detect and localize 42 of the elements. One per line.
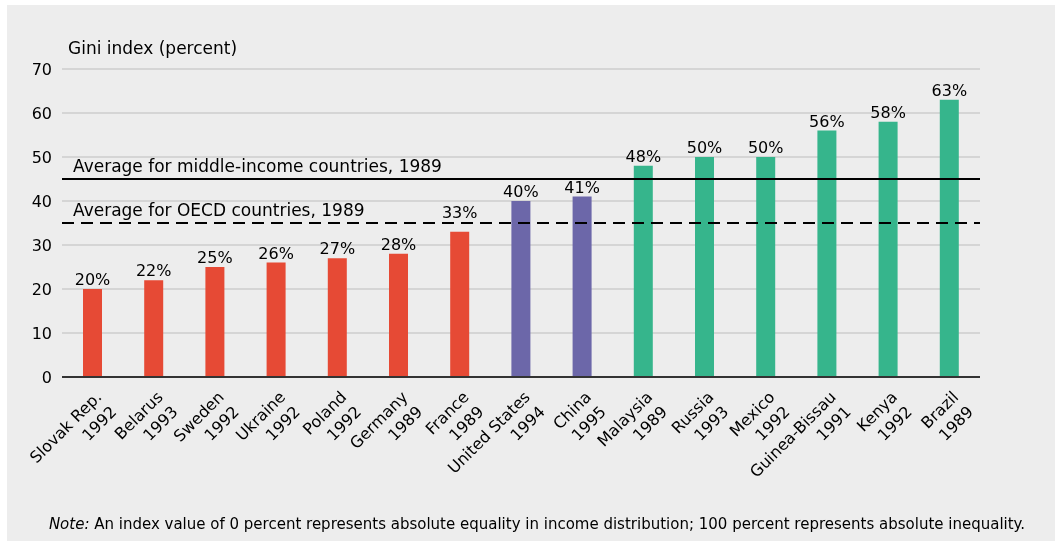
bar — [450, 231, 470, 377]
bar — [327, 258, 347, 377]
y-tick-label: 0 — [41, 367, 52, 387]
bar — [205, 267, 225, 377]
data-label: 26% — [258, 243, 294, 263]
bar — [878, 121, 898, 377]
y-tick-label: 60 — [31, 103, 52, 123]
text: Note: An index value of 0 percent represents absolute equality in income distribution; 100 percent represents absolute inequality. — [47, 515, 1027, 533]
bar — [144, 280, 164, 377]
bar — [939, 99, 959, 377]
bar — [83, 289, 102, 377]
data-label: 40% — [503, 182, 539, 201]
y-tick-label: 20 — [31, 279, 52, 299]
bar — [695, 157, 714, 377]
data-label: 22% — [135, 261, 172, 281]
data-label: 25% — [197, 248, 233, 267]
data-label: 50% — [747, 138, 784, 157]
y-axis-title: Gini index (percent) — [68, 38, 238, 58]
bar — [572, 196, 592, 377]
bar — [511, 201, 531, 377]
data-label: 58% — [870, 102, 906, 122]
bar — [389, 253, 408, 377]
y-tick-label: 30 — [31, 235, 52, 255]
ref-line-label: Average for middle-income countries, 1989 — [73, 156, 442, 176]
data-label: 27% — [319, 239, 356, 259]
data-label: 20% — [74, 270, 111, 289]
bar — [756, 157, 776, 377]
data-label: 41% — [564, 177, 600, 197]
data-label: 50% — [686, 138, 723, 157]
bar — [817, 130, 837, 377]
data-label: 48% — [625, 146, 662, 166]
bar — [633, 165, 653, 377]
y-tick-label: 40 — [31, 191, 52, 211]
y-tick-label: 70 — [31, 59, 52, 79]
data-label: 28% — [380, 234, 417, 254]
ref-line-label: Average for OECD countries, 1989 — [73, 200, 365, 220]
data-label: 63% — [931, 80, 968, 100]
y-tick-label: 10 — [31, 323, 52, 343]
bar — [266, 262, 286, 377]
data-label: 56% — [809, 111, 845, 131]
y-tick-label: 50 — [31, 147, 52, 167]
data-label: 33% — [441, 203, 478, 222]
